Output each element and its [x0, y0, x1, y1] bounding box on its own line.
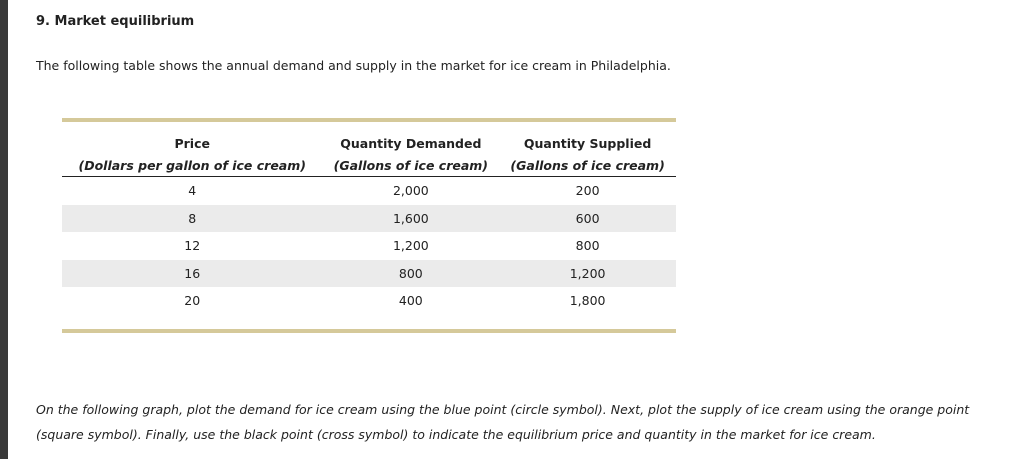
header-row: Price Quantity Demanded Quantity Supplied	[62, 120, 676, 154]
unit-row: (Dollars per gallon of ice cream) (Gallon…	[62, 154, 676, 177]
table-row: 20 400 1,800	[62, 287, 676, 331]
table-body: 4 2,000 200 8 1,600 600 12 1,200 800 16 800 1,200 20…	[62, 177, 676, 331]
instructions: On the following graph, plot the demand …	[36, 402, 970, 442]
column-unit: (Gallons of ice cream)	[499, 154, 676, 177]
table: Price Quantity Demanded Quantity Supplied …	[62, 118, 676, 333]
side-strip	[0, 0, 8, 459]
title: 9. Market equilibrium	[36, 14, 195, 29]
table-row: 8 1,600 600	[62, 204, 676, 232]
table-cell: 4	[188, 183, 197, 199]
table-cell: 1,200	[392, 238, 429, 254]
table-cell: 2,000	[392, 183, 429, 199]
table-cell: 1,200	[499, 259, 676, 287]
column-header: Price	[174, 135, 210, 151]
intro: The following table shows the annual dem…	[36, 58, 671, 73]
table-cell: 16	[62, 259, 323, 287]
table-row: 12 1,200 800	[62, 232, 676, 260]
column-unit: (Dollars per gallon of ice cream)	[62, 154, 323, 177]
table-cell: 8	[62, 204, 323, 232]
table-cell: 20	[184, 293, 201, 309]
column-header: Quantity Supplied	[523, 135, 652, 151]
column-header: Quantity Demanded	[340, 135, 482, 151]
table-cell: 200	[575, 183, 600, 199]
table-cell: 600	[499, 204, 676, 232]
table-cell: 1,800	[569, 293, 606, 309]
table-cell: 800	[575, 238, 600, 254]
table-cell: 800	[322, 259, 500, 287]
table-row: 16 800 1,200	[62, 259, 676, 287]
column-unit: (Gallons of ice cream)	[322, 154, 500, 177]
table-cell: 400	[398, 293, 423, 309]
table-cell: 1,600	[322, 204, 500, 232]
table-cell: 12	[184, 238, 201, 254]
table-row: 4 2,000 200	[62, 177, 676, 205]
